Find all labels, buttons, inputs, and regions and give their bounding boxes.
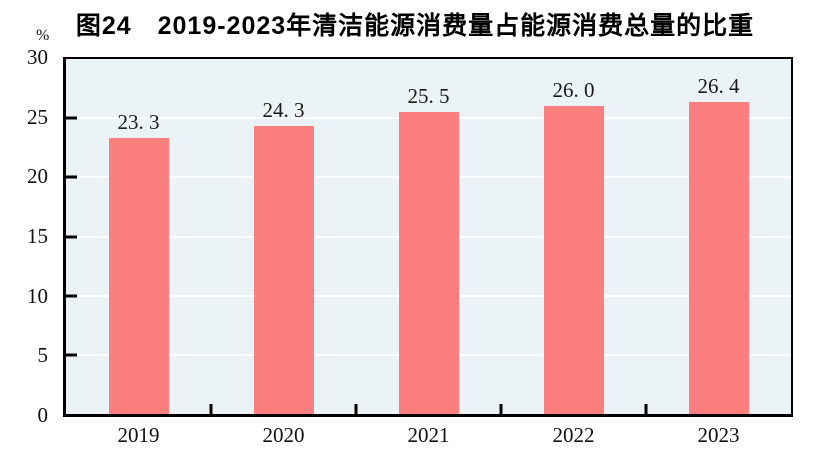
x-axis-tick-mark [209, 404, 213, 414]
y-tick-label: 5 [37, 343, 49, 368]
bar-2019 [108, 138, 169, 414]
x-axis-tick-labels: 2019 2020 2021 2022 2023 [66, 423, 791, 448]
y-tick-label: 0 [37, 402, 49, 427]
bar-group-2023: 26. 4 [646, 59, 791, 414]
x-tick-label-2020: 2020 [262, 423, 305, 447]
x-axis-tick-mark [644, 404, 648, 414]
bar-value-label: 25. 5 [407, 84, 450, 109]
y-axis-unit-label: % [36, 27, 50, 44]
bar-value-label: 23. 3 [117, 110, 160, 135]
bar-2023 [688, 101, 749, 414]
y-axis-tick-mark [66, 353, 77, 357]
x-axis-tick-mark [499, 404, 503, 414]
chart-title: 图24 2019-2023年清洁能源消费量占能源消费总量的比重 [75, 12, 755, 40]
x-tick-label-2019: 2019 [117, 423, 160, 447]
y-axis-tick-labels: 30 25 20 15 10 5 0 [0, 46, 54, 426]
x-tick-label-2023: 2023 [697, 423, 740, 447]
y-axis-tick-mark [66, 294, 77, 298]
bar-group-2022: 26. 0 [501, 59, 646, 414]
y-tick-label: 20 [27, 164, 48, 189]
bar-2021 [398, 112, 459, 414]
bar-value-label: 26. 0 [552, 78, 595, 103]
y-tick-label: 30 [27, 45, 48, 69]
y-tick-label: 25 [27, 104, 48, 129]
bar-group-2021: 25. 5 [356, 59, 501, 414]
plot-layer: 23. 3 24. 3 25. 5 26. 0 26. 4 [66, 59, 791, 414]
bar-2022 [543, 106, 604, 414]
x-tick-label-2021: 2021 [407, 423, 450, 447]
y-axis-tick-mark [66, 116, 77, 120]
y-axis-tick-mark [66, 235, 77, 238]
y-axis-tick-mark [66, 175, 77, 179]
bar-group-2020: 24. 3 [211, 59, 356, 414]
x-tick-label-2022: 2022 [552, 423, 595, 447]
y-tick-label: 15 [27, 223, 48, 248]
bar-value-label: 24. 3 [262, 98, 305, 123]
bars-row: 23. 3 24. 3 25. 5 26. 0 26. 4 [66, 59, 791, 414]
bar-value-label: 26. 4 [697, 73, 740, 98]
x-axis-tick-mark [354, 404, 358, 414]
y-tick-label: 10 [27, 283, 48, 308]
bar-2020 [253, 126, 314, 414]
bar-group-2019: 23. 3 [66, 59, 211, 414]
